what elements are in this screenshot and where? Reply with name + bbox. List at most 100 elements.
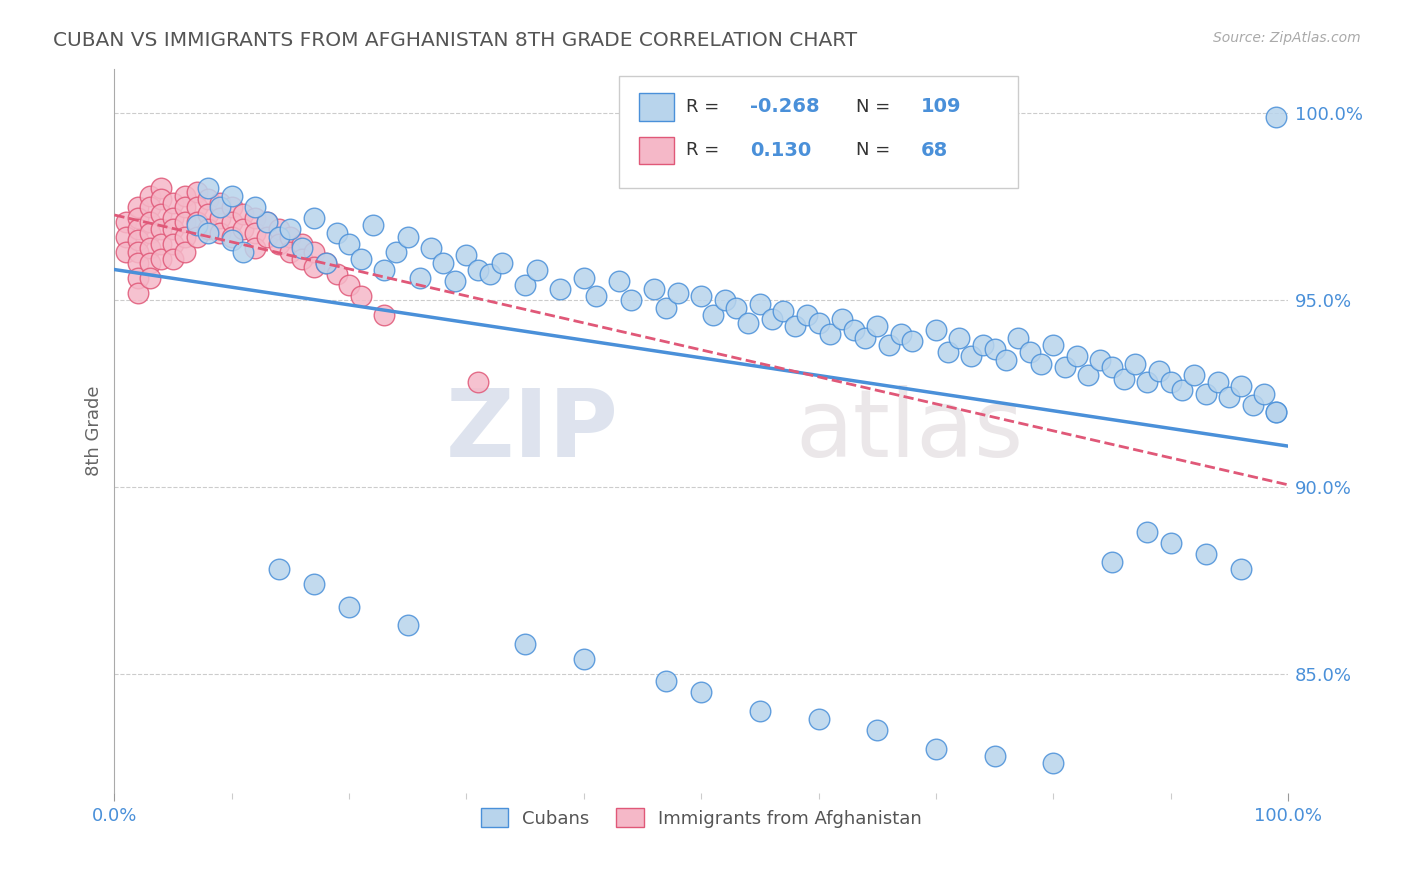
Point: [1101, 555, 1123, 569]
Point: [138, 270, 160, 285]
Point: [245, 211, 267, 225]
Point: [842, 323, 865, 337]
Point: [1171, 383, 1194, 397]
Point: [267, 562, 290, 576]
Point: [572, 652, 595, 666]
Point: [1182, 368, 1205, 382]
Point: [713, 293, 735, 308]
Point: [173, 200, 195, 214]
Point: [197, 181, 219, 195]
Point: [972, 338, 994, 352]
Point: [478, 267, 501, 281]
Point: [186, 185, 208, 199]
Point: [350, 252, 373, 266]
Point: [115, 244, 138, 259]
Point: [162, 196, 184, 211]
Point: [1195, 547, 1218, 561]
Point: [725, 301, 748, 315]
Point: [162, 222, 184, 236]
Point: [866, 319, 889, 334]
Point: [326, 267, 349, 281]
Point: [221, 200, 243, 214]
Point: [186, 200, 208, 214]
Point: [291, 241, 314, 255]
Point: [337, 237, 360, 252]
Point: [173, 188, 195, 202]
Point: [127, 233, 149, 247]
Point: [1053, 360, 1076, 375]
Point: [1265, 405, 1288, 419]
Point: [690, 685, 713, 699]
Point: [772, 304, 794, 318]
Point: [1265, 405, 1288, 419]
Point: [315, 256, 337, 270]
Point: [983, 749, 1005, 764]
Text: 109: 109: [921, 97, 962, 117]
Point: [408, 270, 430, 285]
Point: [256, 215, 278, 229]
Point: [127, 200, 149, 214]
Point: [280, 229, 302, 244]
Point: [1230, 562, 1253, 576]
Y-axis label: 8th Grade: 8th Grade: [86, 385, 103, 476]
Point: [748, 704, 770, 718]
Point: [1265, 110, 1288, 124]
Point: [138, 256, 160, 270]
Point: [1136, 376, 1159, 390]
Point: [232, 207, 254, 221]
Point: [150, 222, 173, 236]
Point: [197, 226, 219, 240]
Point: [948, 330, 970, 344]
FancyBboxPatch shape: [619, 76, 1018, 188]
Point: [150, 237, 173, 252]
Point: [515, 278, 537, 293]
Point: [1018, 345, 1040, 359]
Point: [783, 319, 806, 334]
Point: [572, 270, 595, 285]
Text: 68: 68: [921, 141, 948, 160]
Point: [1136, 524, 1159, 539]
Point: [221, 233, 243, 247]
Point: [127, 285, 149, 300]
Point: [267, 229, 290, 244]
Point: [197, 192, 219, 206]
Point: [127, 256, 149, 270]
Point: [337, 599, 360, 614]
Point: [315, 256, 337, 270]
Point: [491, 256, 513, 270]
Text: N =: N =: [856, 98, 890, 116]
Point: [761, 311, 783, 326]
Point: [396, 229, 419, 244]
Point: [1206, 376, 1229, 390]
Point: [267, 222, 290, 236]
Point: [150, 192, 173, 206]
Point: [1088, 353, 1111, 368]
Point: [1007, 330, 1029, 344]
Point: [702, 308, 724, 322]
Point: [115, 215, 138, 229]
Point: [173, 215, 195, 229]
Point: [186, 229, 208, 244]
Point: [1253, 386, 1275, 401]
Point: [737, 316, 759, 330]
Point: [256, 215, 278, 229]
Point: [150, 207, 173, 221]
Point: [831, 311, 853, 326]
Text: CUBAN VS IMMIGRANTS FROM AFGHANISTAN 8TH GRADE CORRELATION CHART: CUBAN VS IMMIGRANTS FROM AFGHANISTAN 8TH…: [53, 31, 858, 50]
Point: [655, 674, 678, 689]
FancyBboxPatch shape: [638, 93, 675, 120]
Point: [643, 282, 665, 296]
Point: [1077, 368, 1099, 382]
Point: [467, 376, 489, 390]
Point: [208, 200, 231, 214]
Point: [1101, 360, 1123, 375]
Point: [960, 349, 983, 363]
Point: [208, 226, 231, 240]
Point: [280, 222, 302, 236]
Point: [1031, 357, 1053, 371]
Point: [983, 342, 1005, 356]
Point: [901, 334, 924, 349]
Point: [432, 256, 454, 270]
Point: [1066, 349, 1088, 363]
Point: [890, 326, 912, 341]
